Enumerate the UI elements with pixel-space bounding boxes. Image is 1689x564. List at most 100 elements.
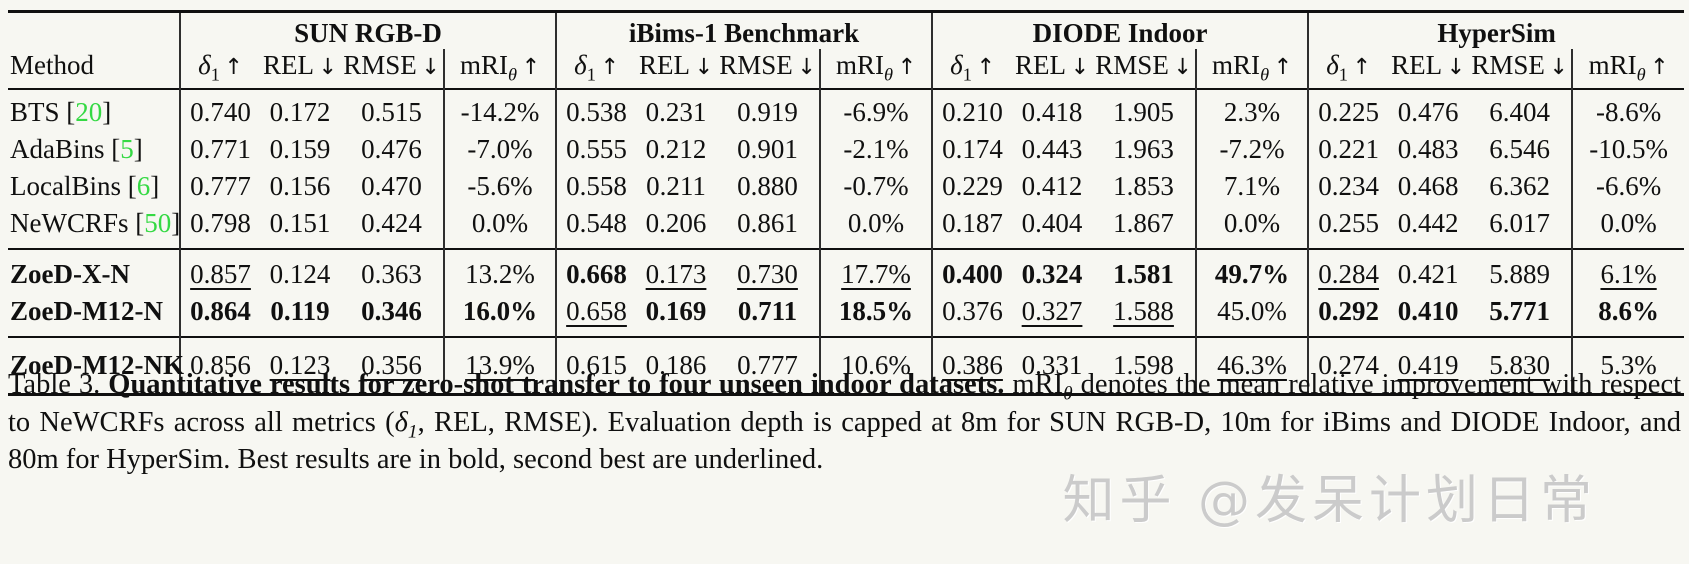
- metric-cell: 0.212: [645, 134, 707, 164]
- metric-header-mri-hypersim: mRIθ ↑: [1571, 49, 1685, 89]
- citation-number: 20: [75, 97, 103, 127]
- method-cell: NeWCRFs [50]: [10, 208, 181, 238]
- method-cell: BTS [20]: [10, 97, 112, 127]
- metric-cell: -7.0%: [442, 131, 557, 168]
- metric-cell: 0.386: [931, 337, 1013, 395]
- caption-segment: θ: [1063, 383, 1073, 405]
- metric-cell: 13.9%: [442, 337, 557, 395]
- metric-cell: 0.740: [179, 89, 260, 131]
- metric-header-rmse-diode-indoor: RMSE ↓: [1095, 50, 1192, 80]
- metric-header-rel-hypersim: REL ↓: [1391, 50, 1466, 80]
- metric-cell: 0.424: [361, 208, 422, 238]
- metric-cell: 5.830: [1489, 350, 1550, 380]
- metric-cell: -5.6%: [442, 168, 557, 205]
- metric-cell: 0.324: [1021, 259, 1083, 289]
- metric-cell: 0.515: [361, 97, 422, 127]
- caption-segment: denotes the mean relative improvement wi…: [8, 369, 1682, 438]
- metric-cell: 6.546: [1489, 134, 1550, 164]
- metric-cell: 0.864: [179, 293, 260, 337]
- metric-cell: 18.5%: [819, 293, 933, 337]
- metric-cell: 0.231: [645, 97, 707, 127]
- metric-cell: 0.777: [737, 350, 798, 380]
- results-table: SUN RGB-D iBims-1 Benchmark DIODE Indoor Hy…: [8, 10, 1685, 396]
- metric-cell: 0.548: [555, 205, 637, 249]
- metric-cell: 0.404: [1021, 208, 1083, 238]
- metric-cell: 10.6%: [819, 337, 933, 395]
- metric-cell: 0.880: [737, 171, 798, 201]
- metric-cell: 0.173: [645, 259, 707, 289]
- metric-cell: 0.468: [1397, 171, 1459, 201]
- metric-cell: 0.919: [737, 97, 798, 127]
- metric-cell: 7.1%: [1195, 168, 1309, 205]
- metric-header-mri-ibims-1-benchmark: mRIθ ↑: [819, 49, 933, 89]
- metric-header-rmse-sun-rgb-d: RMSE ↓: [343, 50, 440, 80]
- metric-cell: 46.3%: [1195, 337, 1309, 395]
- metric-cell: 0.476: [361, 134, 422, 164]
- metric-cell: 0.234: [1307, 168, 1389, 205]
- metric-header-rel-diode-indoor: REL ↓: [1015, 50, 1090, 80]
- metric-cell: 0.615: [555, 337, 637, 395]
- caption-segment: δ: [394, 406, 408, 438]
- metric-cell: 0.711: [737, 296, 798, 326]
- metric-cell: 0.123: [269, 350, 331, 380]
- table-row-localbins: LocalBins [6] 0.777 0.156 0.470 -5.6% 0.558 0.…: [8, 168, 1685, 205]
- method-cell: LocalBins [6]: [10, 171, 160, 201]
- citation-number: 6: [136, 171, 151, 201]
- table-row-zoed-m12-nk: ZoeD-M12-NK 0.856 0.123 0.356 13.9% 0.615 0.18…: [8, 337, 1685, 395]
- metric-cell: 5.889: [1489, 259, 1550, 289]
- metric-cell: 6.362: [1489, 171, 1550, 201]
- metric-cell: 0.119: [270, 296, 330, 326]
- metric-cell: 1.581: [1113, 259, 1174, 289]
- metric-cell: 0.356: [361, 350, 422, 380]
- metric-cell: 1.905: [1113, 97, 1174, 127]
- metric-cell: -2.1%: [819, 131, 933, 168]
- group-header-sun-rgb-d: SUN RGB-D: [178, 11, 557, 49]
- metric-cell: -6.6%: [1571, 168, 1685, 205]
- metric-cell: 0.187: [931, 205, 1013, 249]
- metric-cell: 0.558: [555, 168, 637, 205]
- metric-header-rel-ibims-1-benchmark: REL ↓: [639, 50, 713, 80]
- method-cell: ZoeD-M12-N: [10, 296, 163, 326]
- metric-header-rel-sun-rgb-d: REL ↓: [263, 50, 337, 80]
- metric-cell: 0.186: [645, 350, 707, 380]
- table-header: SUN RGB-D iBims-1 Benchmark DIODE Indoor Hy…: [8, 11, 1685, 89]
- metric-cell: 0.470: [361, 171, 422, 201]
- method-cell: ZoeD-M12-NK: [10, 350, 184, 380]
- metric-header-mri-diode-indoor: mRIθ ↑: [1195, 49, 1309, 89]
- metric-cell: 0.857: [179, 249, 260, 293]
- metric-cell: 8.6%: [1571, 293, 1685, 337]
- metric-cell: 0.292: [1307, 293, 1389, 337]
- metric-cell: 0.363: [361, 259, 422, 289]
- metric-header-1-sun-rgb-d: δ1 ↑: [179, 49, 260, 89]
- metric-cell: 49.7%: [1195, 249, 1309, 293]
- metric-header-rmse-hypersim: RMSE ↓: [1471, 50, 1568, 80]
- metric-cell: 0.856: [179, 337, 260, 395]
- metric-cell: 0.169: [645, 296, 707, 326]
- metric-cell: 0.861: [737, 208, 798, 238]
- metric-cell: 0.418: [1021, 97, 1083, 127]
- metric-cell: 45.0%: [1195, 293, 1309, 337]
- metric-cell: -0.7%: [819, 168, 933, 205]
- metric-cell: 0.443: [1021, 134, 1083, 164]
- metric-cell: 0.658: [555, 293, 637, 337]
- table-row-adabins: AdaBins [5] 0.771 0.159 0.476 -7.0% 0.555 0.21…: [8, 131, 1685, 168]
- metric-cell: 0.225: [1307, 89, 1389, 131]
- metric-cell: 0.206: [645, 208, 707, 238]
- metric-cell: 6.404: [1489, 97, 1550, 127]
- table-row-newcrfs: NeWCRFs [50] 0.798 0.151 0.424 0.0% 0.548 0.20…: [8, 205, 1685, 249]
- metric-cell: 0.274: [1307, 337, 1389, 395]
- metric-cell: 0.221: [1307, 131, 1389, 168]
- metric-cell: 0.419: [1397, 350, 1459, 380]
- metric-cell: 0.156: [269, 171, 331, 201]
- metric-header-mri-sun-rgb-d: mRIθ ↑: [442, 49, 557, 89]
- group-header-diode-indoor: DIODE Indoor: [931, 11, 1309, 49]
- group-row-spacer: [8, 12, 180, 50]
- metric-cell: 0.901: [737, 134, 798, 164]
- metric-header-1-hypersim: δ1 ↑: [1307, 49, 1389, 89]
- metric-cell: 0.798: [179, 205, 260, 249]
- metric-cell: 0.555: [555, 131, 637, 168]
- metric-cell: 1.867: [1113, 208, 1174, 238]
- dataset-group-row: SUN RGB-D iBims-1 Benchmark DIODE Indoor Hy…: [8, 11, 1685, 50]
- metric-cell: 17.7%: [819, 249, 933, 293]
